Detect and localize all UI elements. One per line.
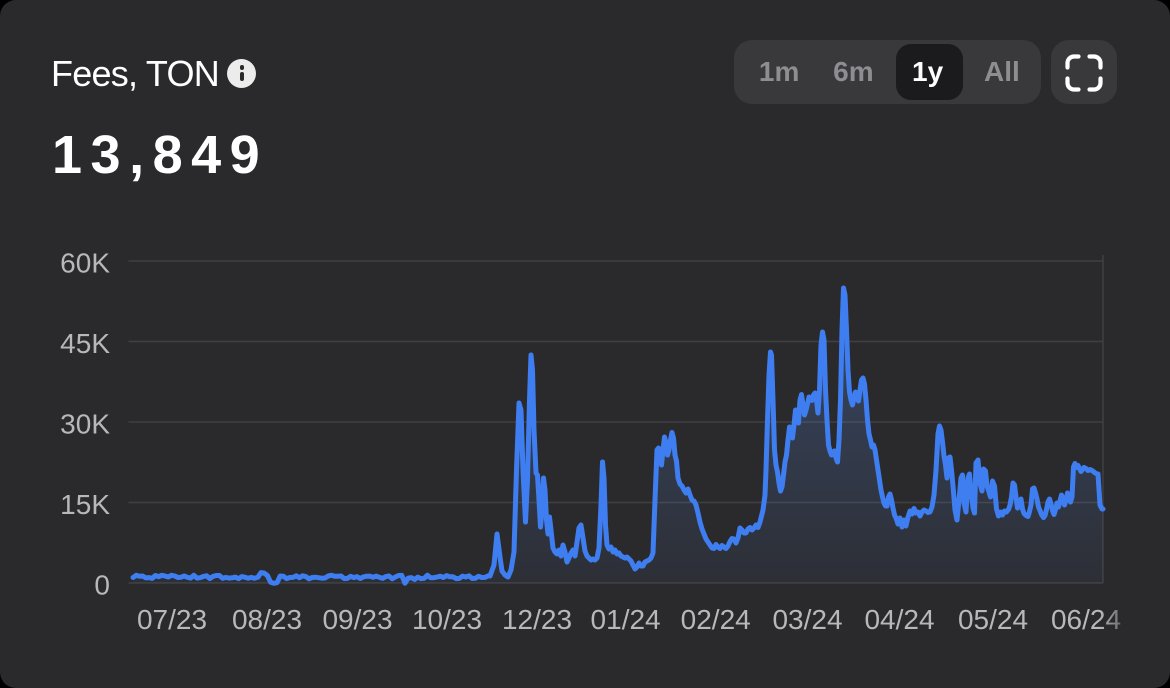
svg-text:09/23: 09/23 [322, 604, 392, 635]
svg-text:07/23: 07/23 [137, 604, 207, 635]
svg-text:01/24: 01/24 [591, 604, 661, 635]
svg-text:05/24: 05/24 [958, 604, 1028, 635]
svg-text:45K: 45K [60, 328, 110, 359]
svg-text:60K: 60K [60, 248, 110, 279]
svg-text:15K: 15K [60, 489, 110, 520]
svg-text:03/24: 03/24 [772, 604, 842, 635]
svg-text:04/24: 04/24 [864, 604, 934, 635]
svg-text:10/23: 10/23 [412, 604, 482, 635]
svg-text:02/24: 02/24 [681, 604, 751, 635]
svg-text:30K: 30K [60, 409, 110, 440]
svg-text:0: 0 [94, 570, 110, 601]
svg-text:08/23: 08/23 [232, 604, 302, 635]
svg-text:12/23: 12/23 [502, 604, 572, 635]
